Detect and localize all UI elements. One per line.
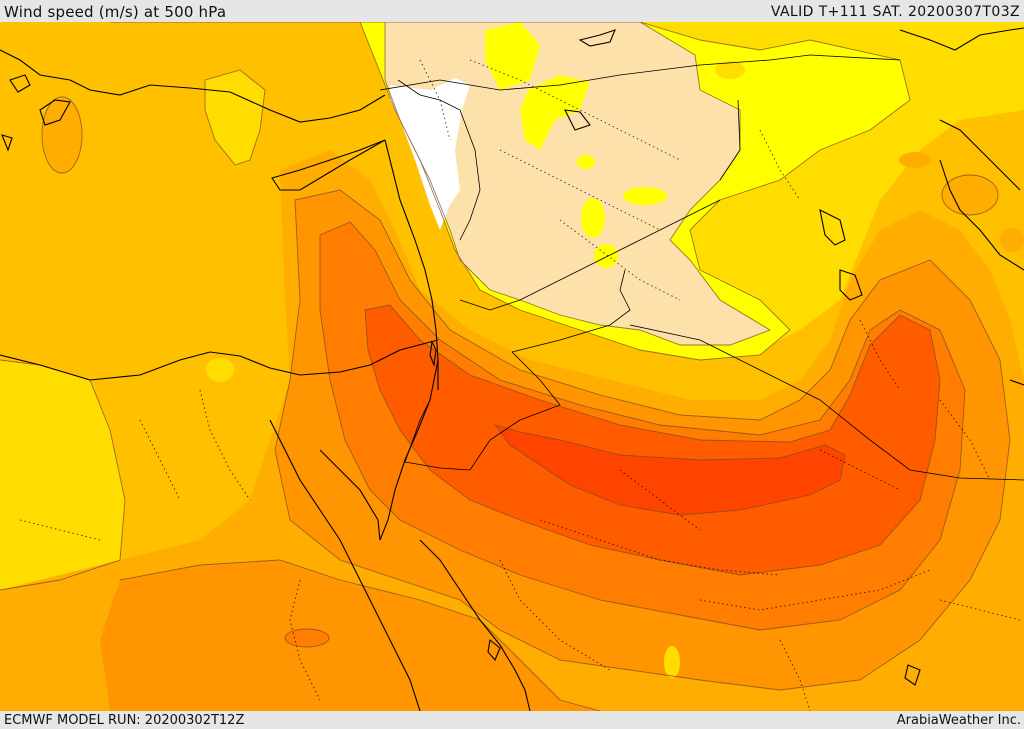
field-spot-south [285, 629, 329, 647]
valid-time-label: VALID T+111 SAT. 20200307T03Z [770, 4, 1020, 20]
field-spot-aegean [42, 97, 82, 173]
field-spot-east-2 [899, 152, 931, 168]
province-borders [19, 59, 1021, 711]
field-spot-south-2 [664, 646, 680, 678]
field-red-core [495, 425, 845, 515]
field-orange-south [100, 560, 600, 711]
field-yellow-blob-1 [520, 75, 590, 150]
credit-label: ArabiaWeather Inc. [896, 713, 1021, 728]
wind-speed-map [0, 22, 1024, 711]
field-yellow-blob-2 [623, 187, 667, 205]
footer-bar: ECMWF MODEL RUN: 20200302T12Z ArabiaWeat… [0, 711, 1024, 729]
country-borders [379, 54, 1024, 481]
field-spot-east-1 [942, 175, 998, 215]
field-yellow-blob-4 [577, 155, 595, 169]
field-yellow-blob-5 [594, 244, 618, 268]
field-yellow-blob-3 [581, 198, 605, 238]
model-run-label: ECMWF MODEL RUN: 20200302T12Z [4, 713, 245, 728]
field-white-max [390, 78, 470, 230]
field-spot-ne-amber [715, 61, 745, 79]
field-spot-west-gold [206, 358, 234, 382]
field-gold-island [205, 70, 265, 165]
field-yellow-blob-6 [485, 22, 540, 90]
map-title: Wind speed (m/s) at 500 hPa [4, 3, 227, 21]
field-very-light [385, 22, 770, 345]
header-bar: Wind speed (m/s) at 500 hPa VALID T+111 … [0, 0, 1024, 22]
field-spot-east-gold [1000, 228, 1024, 252]
field-red-orange [365, 305, 940, 575]
field-gold-west [0, 360, 125, 590]
